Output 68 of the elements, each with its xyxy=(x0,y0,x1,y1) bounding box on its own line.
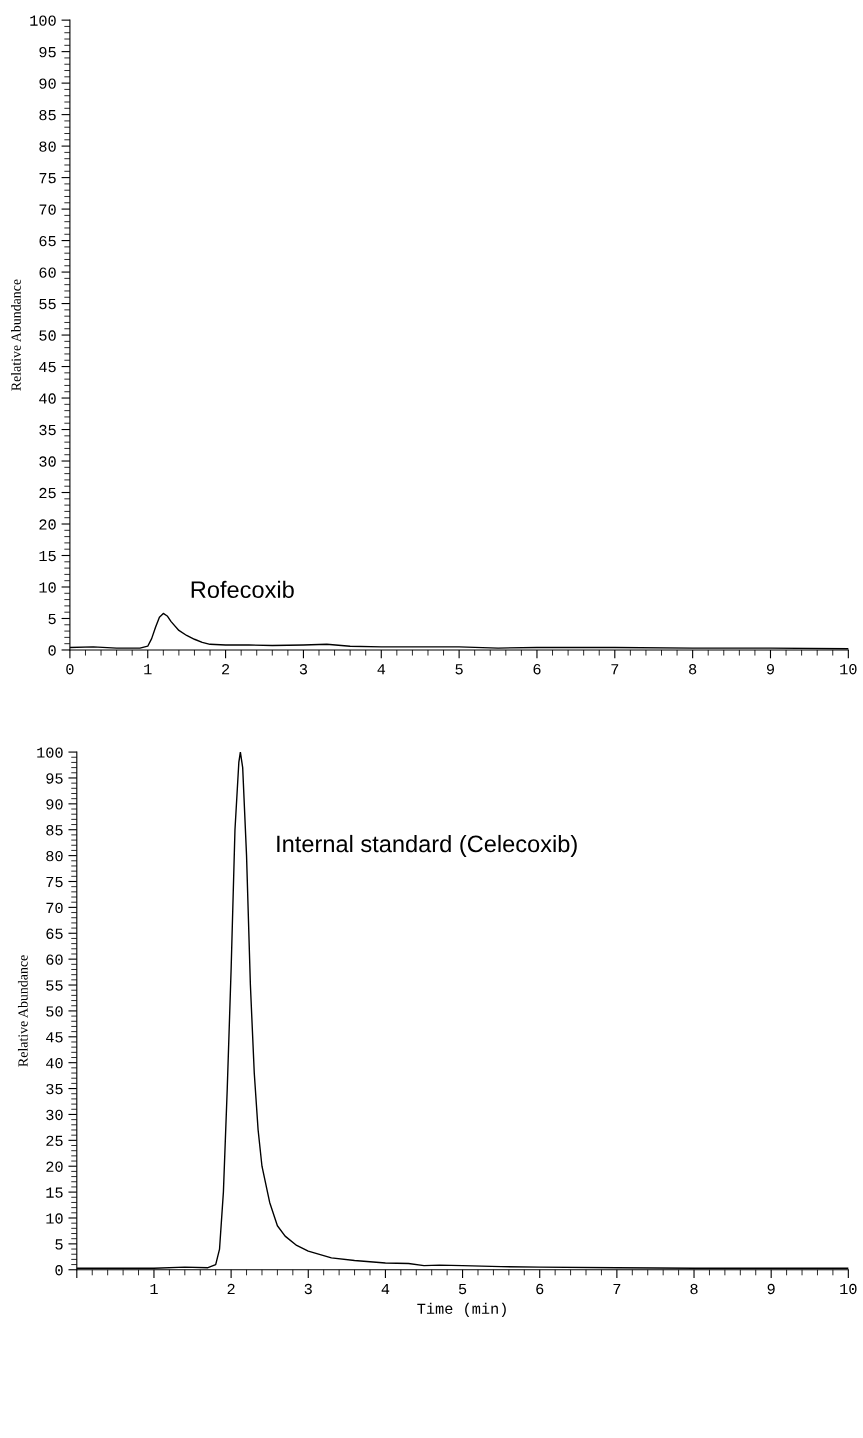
x-tick-label: 9 xyxy=(766,664,775,675)
y-tick-label: 15 xyxy=(39,550,56,562)
x-tick-label: 8 xyxy=(690,1283,698,1295)
y-tick-label: 95 xyxy=(39,46,56,58)
x-tick-label: 9 xyxy=(767,1283,775,1295)
y-tick-label: 75 xyxy=(46,876,63,888)
y-tick-label: 35 xyxy=(39,424,56,436)
y-tick-label: 100 xyxy=(37,747,63,758)
annotation: Rofecoxib xyxy=(191,580,294,599)
x-tick-label: 3 xyxy=(304,1283,312,1295)
x-tick-label: 3 xyxy=(299,664,308,675)
y-tick-label: 55 xyxy=(46,980,63,991)
y-tick-label: 70 xyxy=(46,902,63,914)
y-tick-label: 50 xyxy=(39,330,56,341)
y-tick-label: 95 xyxy=(46,773,63,784)
x-tick-label: 10 xyxy=(840,664,857,675)
y-tick-label: 40 xyxy=(46,1058,63,1069)
y-tick-label: 50 xyxy=(46,1006,63,1017)
x-tick-label: 5 xyxy=(455,664,463,675)
y-tick-label: 30 xyxy=(46,1109,63,1121)
x-tick-label: 0 xyxy=(66,664,74,675)
y-tick-label: 5 xyxy=(55,1239,63,1250)
x-tick-label: 10 xyxy=(840,1283,857,1295)
y-tick-label: 85 xyxy=(46,825,63,836)
y-tick-label: 0 xyxy=(55,1265,63,1276)
y-tick-label: 60 xyxy=(39,267,56,278)
y-tick-label: 30 xyxy=(39,456,56,467)
x-tick-label: 8 xyxy=(689,664,697,675)
y-tick-label: 65 xyxy=(46,928,63,939)
y-tick-label: 90 xyxy=(46,799,63,810)
x-tick-label: 2 xyxy=(227,1283,235,1295)
y-tick-label: 60 xyxy=(46,954,63,965)
y-tick-label: 0 xyxy=(48,645,56,656)
y-tick-label: 90 xyxy=(39,78,56,89)
y-tick-label: 5 xyxy=(48,613,56,625)
y-tick-label: 65 xyxy=(39,235,56,247)
x-tick-label: 7 xyxy=(611,664,619,675)
y-tick-label: 20 xyxy=(46,1161,63,1172)
x-tick-label: 1 xyxy=(150,1283,158,1295)
x-tick-label: 7 xyxy=(613,1283,621,1295)
x-axis-title: Time (min) xyxy=(417,1302,506,1317)
y-tick-label: 25 xyxy=(39,487,56,499)
y-tick-label: 45 xyxy=(46,1032,63,1043)
y-tick-label: 80 xyxy=(46,850,63,862)
y-tick-label: 20 xyxy=(39,519,56,530)
y-tick-label: 10 xyxy=(46,1213,63,1224)
y-tick-label: 10 xyxy=(39,582,56,593)
x-tick-label: 4 xyxy=(377,664,386,675)
x-tick-label: 2 xyxy=(222,664,230,675)
y-axis-title: Relative Abundance xyxy=(17,955,28,1067)
x-tick-label: 4 xyxy=(381,1283,390,1295)
y-tick-label: 35 xyxy=(46,1083,63,1095)
y-tick-label: 70 xyxy=(39,204,56,215)
y-tick-label: 25 xyxy=(46,1135,63,1147)
y-tick-label: 15 xyxy=(46,1187,63,1198)
y-tick-label: 45 xyxy=(39,362,56,373)
y-tick-label: 80 xyxy=(39,141,56,152)
x-tick-label: 6 xyxy=(536,1283,544,1295)
x-tick-label: 5 xyxy=(458,1283,467,1295)
y-tick-label: 55 xyxy=(39,299,56,310)
y-tick-label: 75 xyxy=(39,173,56,184)
x-tick-label: 6 xyxy=(533,664,541,675)
y-axis-title: Relative Abundance xyxy=(11,279,21,391)
x-tick-label: 1 xyxy=(144,664,152,675)
y-tick-label: 100 xyxy=(30,15,56,26)
y-tick-label: 85 xyxy=(39,109,56,121)
y-tick-label: 40 xyxy=(39,393,56,404)
annotation: Internal standard (Celecoxib) xyxy=(277,834,577,857)
